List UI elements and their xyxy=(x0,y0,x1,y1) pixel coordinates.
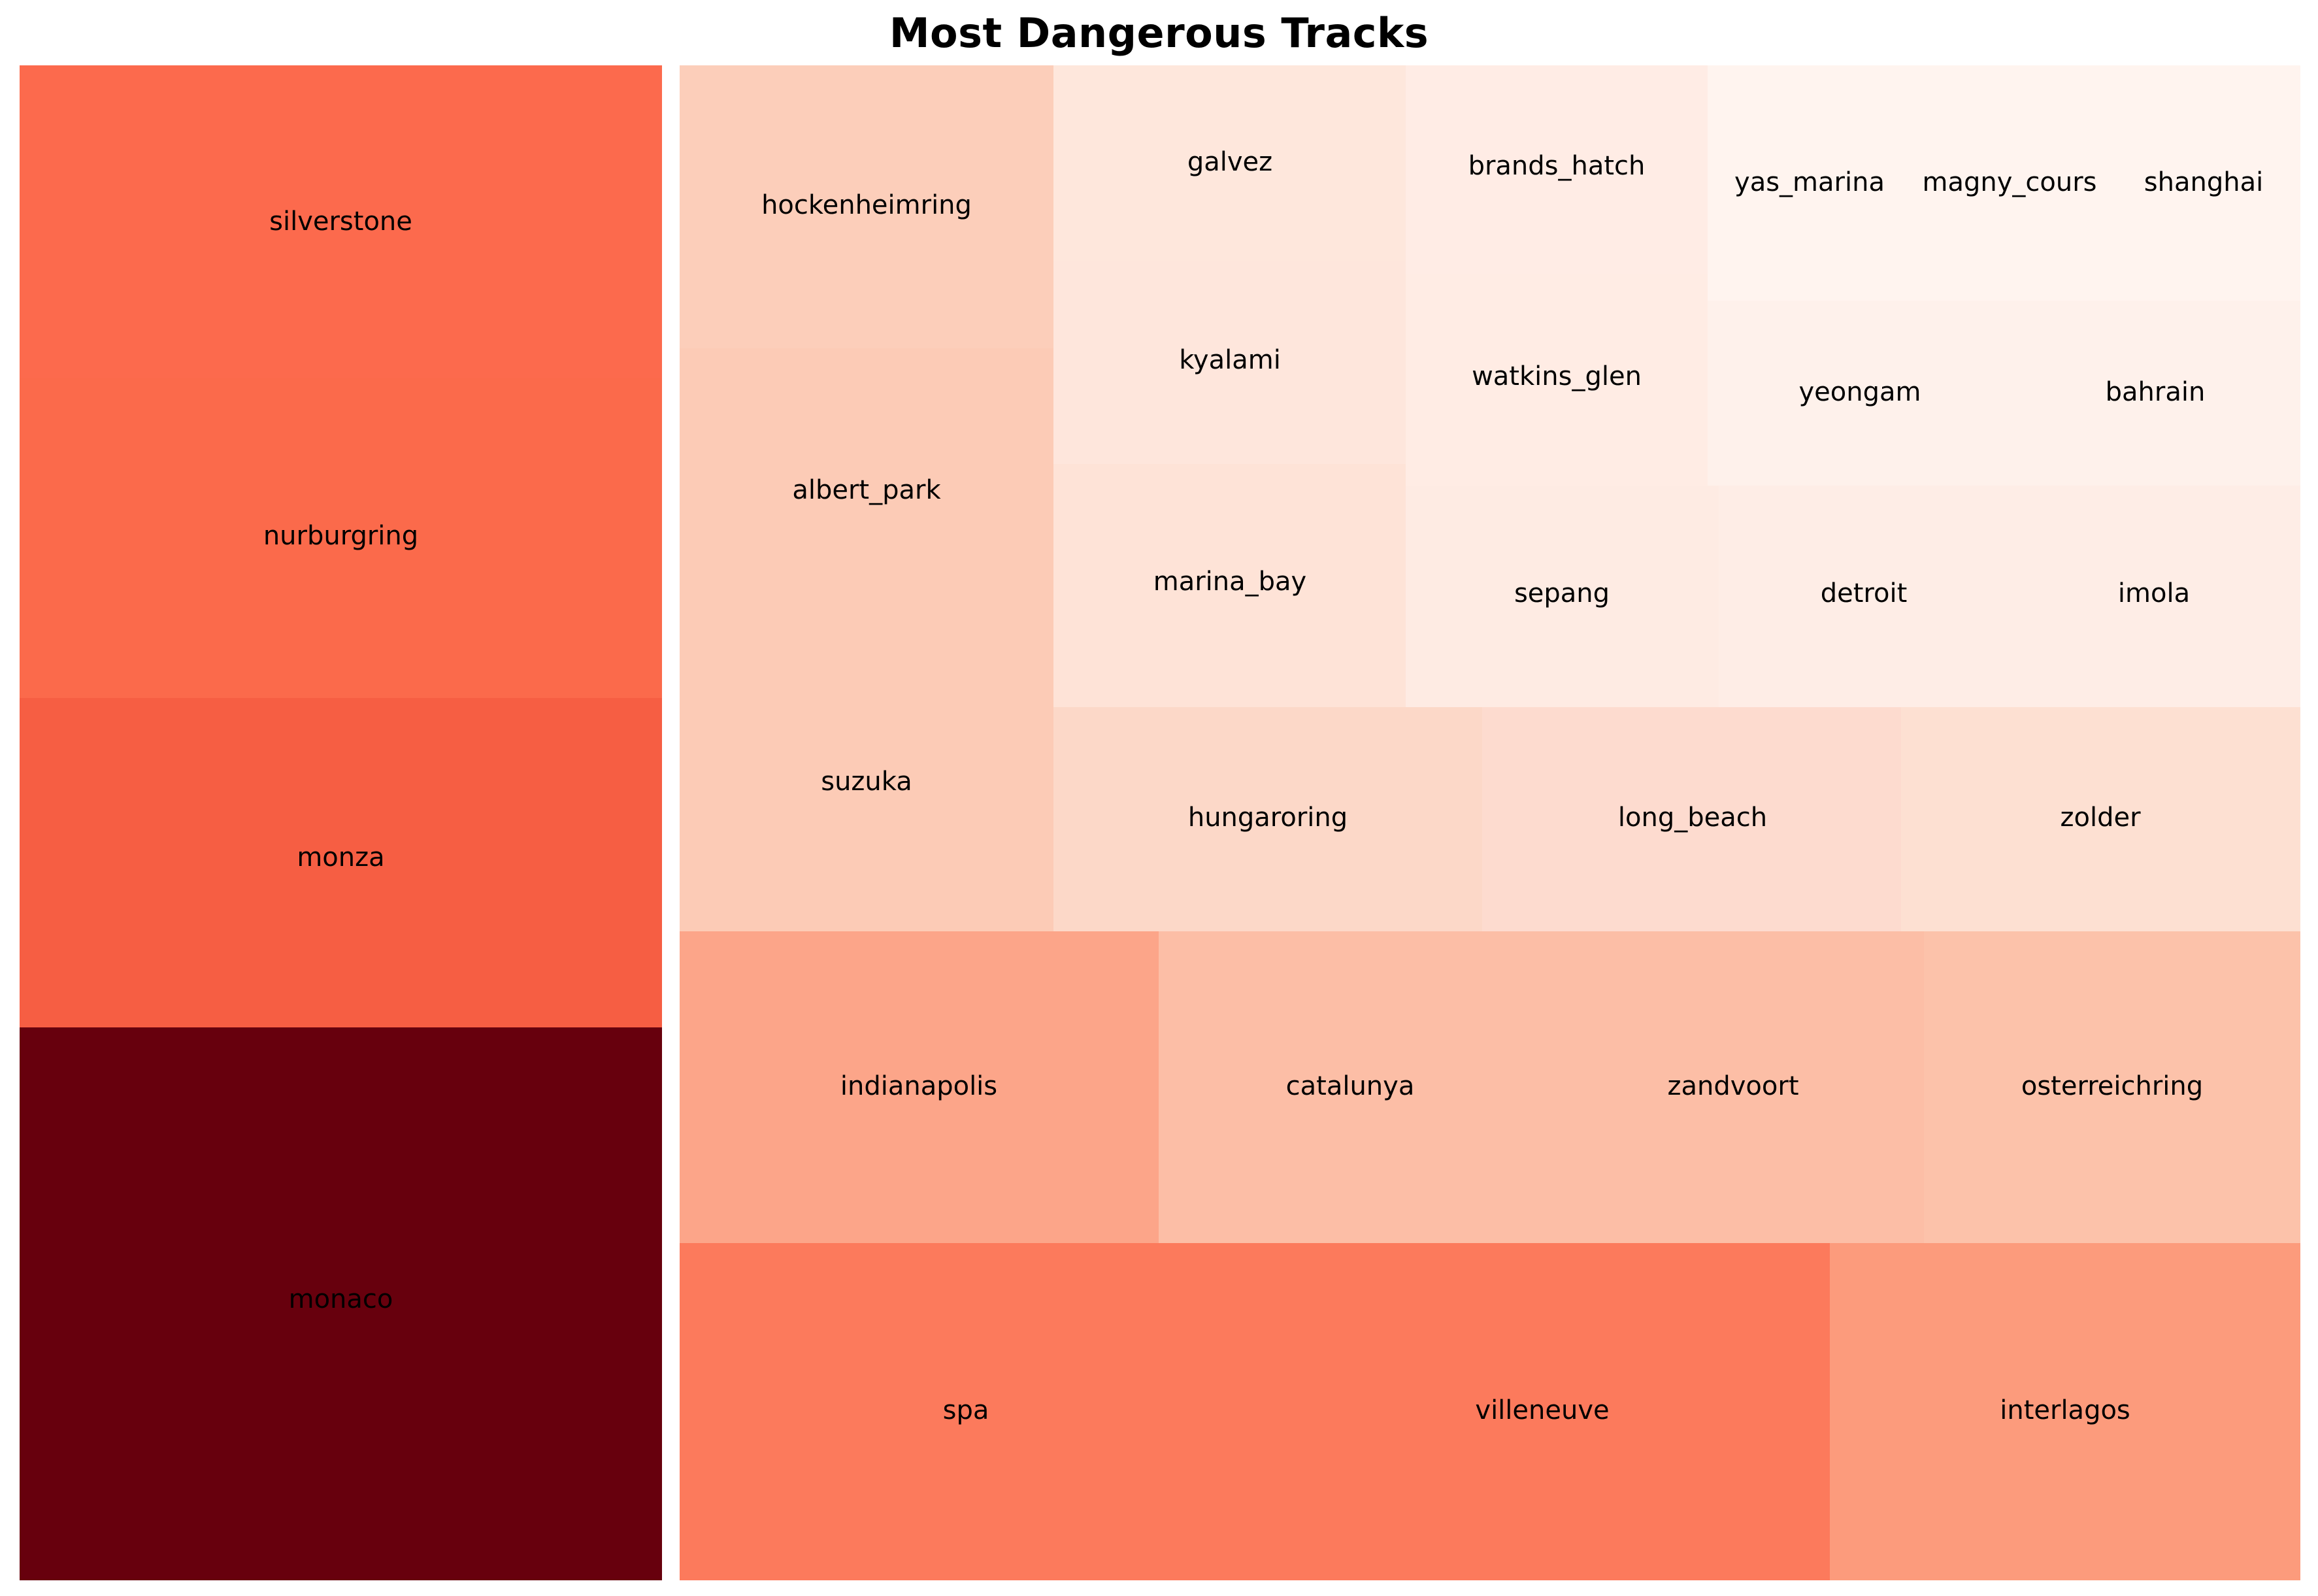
treemap-rect-indianapolis xyxy=(680,931,1159,1243)
treemap-tile-monaco: monaco xyxy=(20,1027,662,1580)
treemap-tile-detroit: detroit xyxy=(1719,486,2013,707)
treemap-tile-kyalami: kyalami xyxy=(1053,261,1406,464)
treemap-label-imola: imola xyxy=(2118,578,2190,608)
treemap-label-yeongam: yeongam xyxy=(1799,377,1921,407)
treemap-label-sepang: sepang xyxy=(1514,578,1610,608)
treemap-rect-marina_bay xyxy=(1053,464,1406,707)
treemap-rect-watkins_glen xyxy=(1406,274,1719,486)
treemap-rect-silverstone xyxy=(20,65,662,378)
treemap-label-galvez: galvez xyxy=(1187,147,1272,177)
treemap-label-watkins_glen: watkins_glen xyxy=(1472,361,1642,391)
treemap-tile-catalunya: catalunya xyxy=(1159,931,1541,1243)
treemap-tile-sepang: sepang xyxy=(1406,486,1719,707)
treemap-tile-monza: monza xyxy=(20,698,662,1027)
treemap-rect-zandvoort xyxy=(1541,931,1924,1243)
treemap-rect-hungaroring xyxy=(1053,707,1482,931)
treemap-rect-monza xyxy=(20,698,662,1027)
treemap-tile-hockenheimring: hockenheimring xyxy=(680,65,1053,348)
treemap-tile-long_beach: long_beach xyxy=(1482,707,1901,931)
treemap-label-zandvoort: zandvoort xyxy=(1668,1071,1799,1101)
treemap-tile-bahrain: bahrain xyxy=(2013,301,2300,486)
treemap-label-hockenheimring: hockenheimring xyxy=(761,190,972,220)
treemap-label-villeneuve: villeneuve xyxy=(1475,1395,1609,1425)
treemap-rect-hockenheimring xyxy=(680,65,1053,348)
treemap-rect-suzuka xyxy=(680,637,1053,931)
treemap-rect-galvez xyxy=(1053,65,1406,261)
treemap-tile-brands_hatch: brands_hatch xyxy=(1406,65,1708,274)
treemap-rect-detroit xyxy=(1719,486,2013,707)
treemap-rect-brands_hatch xyxy=(1406,65,1708,274)
treemap-tile-hungaroring: hungaroring xyxy=(1053,707,1482,931)
treemap-rect-nurburgring xyxy=(20,378,662,698)
treemap-label-long_beach: long_beach xyxy=(1618,803,1767,833)
treemap-rect-zolder xyxy=(1901,707,2300,931)
treemap-rect-catalunya xyxy=(1159,931,1541,1243)
treemap-tile-shanghai: shanghai xyxy=(2108,65,2300,301)
treemap-label-indianapolis: indianapolis xyxy=(840,1071,997,1101)
treemap-rect-spa xyxy=(680,1243,1255,1580)
treemap-label-bahrain: bahrain xyxy=(2106,377,2206,407)
treemap-label-yas_marina: yas_marina xyxy=(1734,167,1885,197)
treemap-tile-indianapolis: indianapolis xyxy=(680,931,1159,1243)
treemap-label-interlagos: interlagos xyxy=(2000,1395,2130,1425)
treemap-rect-imola xyxy=(2013,486,2300,707)
treemap-rect-yas_marina xyxy=(1708,65,1912,301)
treemap-label-kyalami: kyalami xyxy=(1179,345,1281,375)
treemap-rect-villeneuve xyxy=(1255,1243,1830,1580)
treemap-label-brands_hatch: brands_hatch xyxy=(1468,151,1646,181)
treemap-label-osterreichring: osterreichring xyxy=(2021,1071,2203,1101)
treemap-tile-imola: imola xyxy=(2013,486,2300,707)
treemap-rect-interlagos xyxy=(1830,1243,2300,1580)
treemap-rect-bahrain xyxy=(2013,301,2300,486)
treemap-rect-magny_cours xyxy=(1912,65,2108,301)
treemap-tile-zandvoort: zandvoort xyxy=(1541,931,1924,1243)
treemap-label-spa: spa xyxy=(943,1395,989,1425)
treemap-rect-monaco xyxy=(20,1027,662,1580)
treemap-rect-shanghai xyxy=(2108,65,2300,301)
treemap-label-albert_park: albert_park xyxy=(792,475,941,505)
treemap-tile-spa: spa xyxy=(680,1243,1255,1580)
treemap-tile-yas_marina: yas_marina xyxy=(1708,65,1912,301)
treemap-tile-zolder: zolder xyxy=(1901,707,2300,931)
treemap-tile-villeneuve: villeneuve xyxy=(1255,1243,1830,1580)
treemap-tile-watkins_glen: watkins_glen xyxy=(1406,274,1719,486)
treemap-rect-sepang xyxy=(1406,486,1719,707)
treemap-tile-nurburgring: nurburgring xyxy=(20,378,662,698)
treemap-label-magny_cours: magny_cours xyxy=(1923,167,2097,197)
treemap-label-marina_bay: marina_bay xyxy=(1153,567,1306,597)
treemap-label-catalunya: catalunya xyxy=(1286,1071,1415,1101)
chart-title: Most Dangerous Tracks xyxy=(889,9,1429,57)
treemap-tile-osterreichring: osterreichring xyxy=(1924,931,2300,1243)
treemap-rect-yeongam xyxy=(1708,301,2013,486)
treemap-rect-osterreichring xyxy=(1924,931,2300,1243)
treemap-tile-marina_bay: marina_bay xyxy=(1053,464,1406,707)
treemap-label-zolder: zolder xyxy=(2060,803,2141,833)
treemap-label-detroit: detroit xyxy=(1821,578,1908,608)
treemap-tile-suzuka: suzuka xyxy=(680,637,1053,931)
treemap-tile-interlagos: interlagos xyxy=(1830,1243,2300,1580)
treemap-tile-magny_cours: magny_cours xyxy=(1912,65,2108,301)
treemap-rect-albert_park xyxy=(680,348,1053,637)
treemap-label-silverstone: silverstone xyxy=(269,207,412,237)
treemap-label-monza: monza xyxy=(297,842,384,873)
treemap-tile-galvez: galvez xyxy=(1053,65,1406,261)
treemap-label-hungaroring: hungaroring xyxy=(1188,803,1348,833)
treemap-rect-long_beach xyxy=(1482,707,1901,931)
treemap-rect-kyalami xyxy=(1053,261,1406,464)
treemap-tile-albert_park: albert_park xyxy=(680,348,1053,637)
treemap-label-shanghai: shanghai xyxy=(2144,167,2263,197)
treemap-tile-yeongam: yeongam xyxy=(1708,301,2013,486)
treemap-label-nurburgring: nurburgring xyxy=(263,521,418,551)
treemap-tile-silverstone: silverstone xyxy=(20,65,662,378)
treemap-label-suzuka: suzuka xyxy=(821,767,912,797)
treemap-label-monaco: monaco xyxy=(289,1284,393,1314)
